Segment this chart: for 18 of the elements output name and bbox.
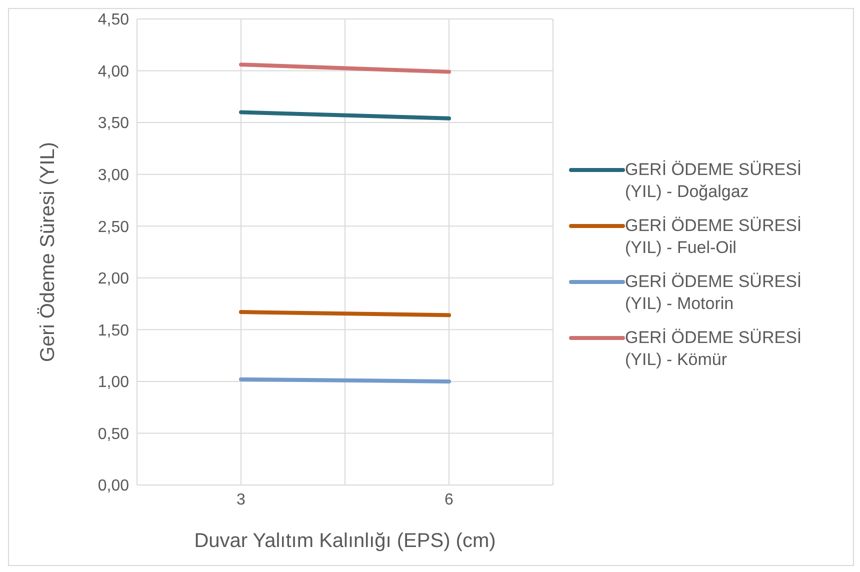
y-axis-title: Geri Ödeme Süresi (YIL) [37,142,60,362]
legend-label: GERİ ÖDEME SÜRESİ (YIL) - Motorin [625,271,803,315]
y-tick-label: 2,00 [98,270,130,288]
y-tick-label: 4,00 [98,63,130,80]
y-tick-label: 1,50 [98,322,130,340]
x-tick-label: 3 [236,491,246,508]
y-tick-label: 3,50 [98,115,130,132]
y-tick-label: 3,00 [98,167,130,184]
legend-label: GERİ ÖDEME SÜRESİ (YIL) - Fuel-Oil [625,215,803,259]
legend-label: GERİ ÖDEME SÜRESİ (YIL) - Doğalgaz [625,159,803,203]
y-tick-label: 0,50 [98,426,130,443]
y-tick-label: 0,00 [98,478,130,495]
y-tick-label: 1,00 [98,374,130,392]
legend-label: GERİ ÖDEME SÜRESİ (YIL) - Kömür [625,327,803,371]
x-axis-title: Duvar Yalıtım Kalınlığı (EPS) (cm) [194,530,496,552]
y-tick-label: 2,50 [98,218,130,236]
y-tick-label: 4,50 [98,12,130,29]
x-tick-label: 6 [444,491,454,508]
